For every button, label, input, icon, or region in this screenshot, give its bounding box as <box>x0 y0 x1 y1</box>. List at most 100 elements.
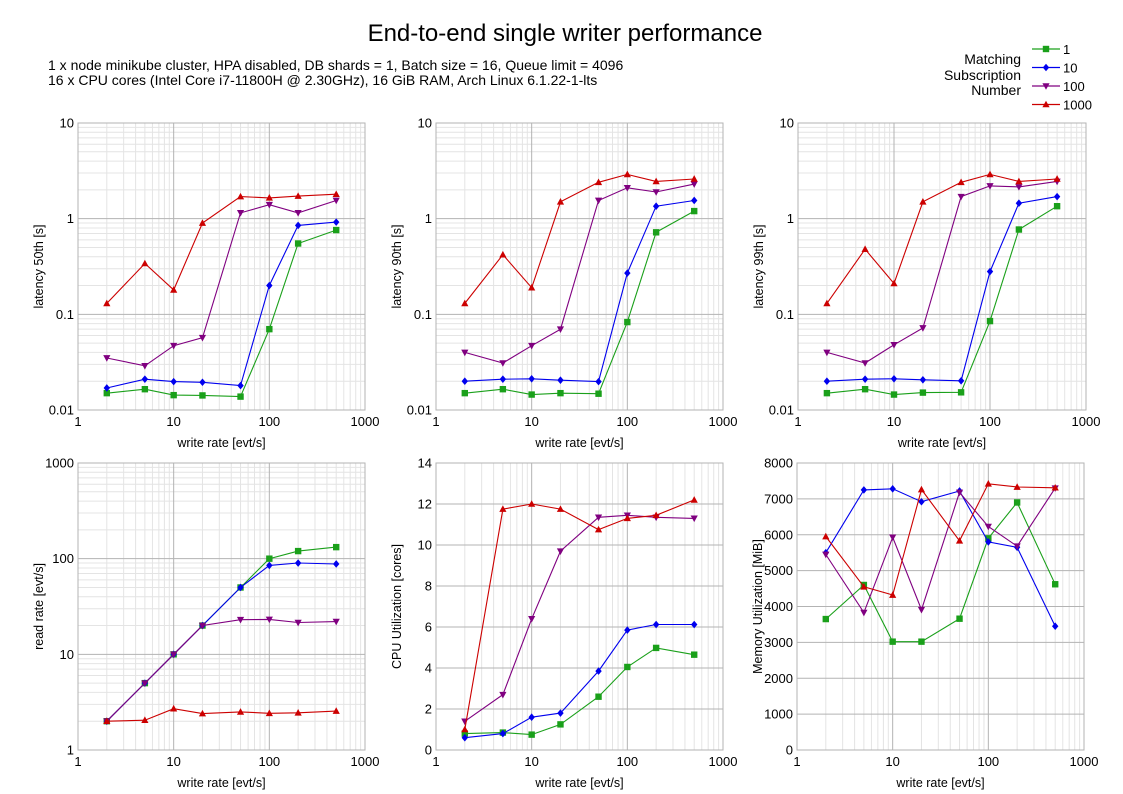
x-tick-label: 1000 <box>709 754 738 769</box>
data-point <box>141 375 149 383</box>
legend-title: Matching Subscription Number <box>944 51 1021 99</box>
plot-frame <box>77 462 366 751</box>
y-tick-label: 0.01 <box>49 403 74 418</box>
x-tick-label: 10 <box>887 414 901 429</box>
data-point <box>294 192 302 199</box>
data-point <box>170 286 178 293</box>
data-point <box>690 175 698 182</box>
data-point <box>984 523 992 531</box>
data-point <box>198 709 207 717</box>
y-tick-label: 1 <box>67 211 74 226</box>
data-point <box>294 559 302 567</box>
subtitle-line-1: 1 x node minikube cluster, HPA disabled,… <box>48 57 624 73</box>
x-tick-label: 1000 <box>709 414 738 429</box>
series-line-1000 <box>464 173 695 304</box>
data-point <box>236 192 245 200</box>
x-axis-label: write rate [evt/s] <box>895 776 984 790</box>
chart-panel-latency99: 1 10 100 1000 0.01 0.1 1 10 write rate [evt/s] la… <box>752 116 1100 451</box>
y-tick-label: 3000 <box>764 635 793 650</box>
y-tick-label: 1 <box>425 211 432 226</box>
legend: 1 10 100 1000 <box>1032 42 1092 113</box>
data-point <box>822 551 830 559</box>
y-tick-label: 0.1 <box>56 307 74 322</box>
series-1 <box>103 226 340 400</box>
series-line-10 <box>826 196 1058 382</box>
y-tick-label: 4000 <box>764 599 793 614</box>
data-point <box>557 389 564 397</box>
series-10 <box>103 218 340 392</box>
data-point <box>861 245 869 252</box>
data-point <box>1052 581 1059 588</box>
x-tick-label: 100 <box>616 414 638 429</box>
subtitle-line-2: 16 x CPU cores (Intel Core i7-11800H @ 2… <box>48 72 598 88</box>
data-point <box>103 384 110 392</box>
data-point <box>918 497 925 506</box>
series-line-10 <box>464 623 695 739</box>
data-point <box>461 718 469 726</box>
data-point <box>860 582 868 590</box>
grid-latency90 <box>435 122 724 411</box>
y-tick-label: 6000 <box>764 527 793 542</box>
y-tick-label: 0 <box>425 743 432 758</box>
data-point <box>652 177 660 185</box>
series-100 <box>823 178 1061 367</box>
series-line-1000 <box>106 708 337 722</box>
data-point <box>461 349 469 357</box>
data-point <box>986 170 994 178</box>
data-point <box>332 618 340 626</box>
series-line-1 <box>464 210 695 396</box>
x-tick-label: 100 <box>258 754 280 769</box>
data-point <box>1013 483 1021 490</box>
data-point <box>141 716 149 723</box>
data-point <box>528 713 535 721</box>
data-point <box>623 514 631 522</box>
grid-latency50 <box>77 122 366 411</box>
plot-frame <box>435 462 724 751</box>
data-point <box>236 210 245 217</box>
plot-frame <box>796 462 1085 751</box>
data-point <box>861 385 869 393</box>
series-line-10 <box>106 562 337 722</box>
y-tick-label: 10 <box>418 538 432 553</box>
data-point <box>594 525 603 533</box>
series-line-100 <box>464 183 695 364</box>
data-point <box>889 534 897 542</box>
series-line-1 <box>826 205 1058 396</box>
series-10 <box>461 620 698 742</box>
data-point <box>528 391 535 398</box>
data-point <box>103 299 111 307</box>
data-point <box>198 622 207 630</box>
series-line-1000 <box>464 499 695 730</box>
data-point <box>624 318 631 326</box>
series-1000 <box>461 170 698 307</box>
data-point <box>333 560 340 568</box>
data-point <box>499 729 507 738</box>
series-10 <box>103 559 340 726</box>
data-point <box>889 485 896 493</box>
y-tick-label: 0 <box>786 743 793 758</box>
y-tick-label: 8 <box>425 579 432 594</box>
y-tick-label: 2000 <box>764 671 793 686</box>
x-tick-label: 1000 <box>351 414 380 429</box>
data-point <box>141 385 149 393</box>
x-tick-label: 1 <box>794 414 801 429</box>
data-point <box>333 226 340 234</box>
data-point <box>499 360 507 367</box>
data-point <box>499 505 507 512</box>
data-point <box>199 378 206 387</box>
x-axis-label: write rate [evt/s] <box>897 436 986 450</box>
data-point <box>957 178 965 186</box>
data-point <box>528 374 535 383</box>
data-point <box>890 374 898 383</box>
data-point <box>691 620 698 629</box>
series-line-100 <box>825 487 1056 614</box>
x-tick-label: 1000 <box>1070 754 1099 769</box>
data-point <box>595 693 602 700</box>
data-point <box>198 219 207 226</box>
series-10 <box>823 192 1061 386</box>
data-point <box>918 638 925 645</box>
x-tick-label: 10 <box>524 414 538 429</box>
series-10 <box>461 196 698 386</box>
data-point <box>528 731 535 738</box>
data-point <box>624 269 631 277</box>
